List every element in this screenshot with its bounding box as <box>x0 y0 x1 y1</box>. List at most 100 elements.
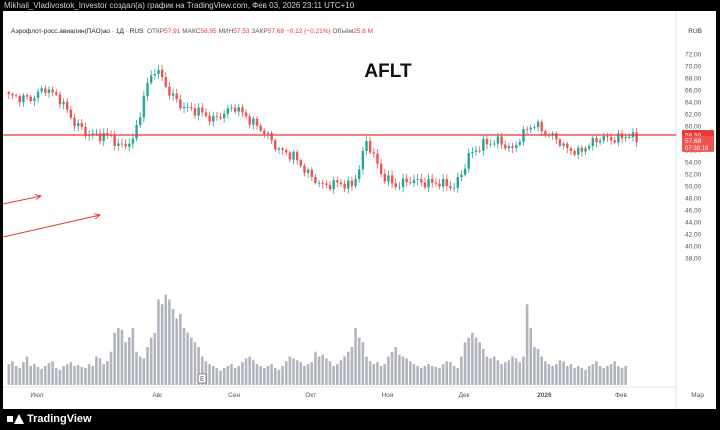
candle-body <box>401 178 405 188</box>
volume-bar <box>387 356 390 385</box>
candle-body <box>73 117 76 127</box>
price-axis[interactable]: 38,00 40,00 42,00 44,00 46,00 48,00 50,00 52,00… <box>685 52 702 263</box>
candle-body <box>95 133 98 135</box>
candle-body <box>230 107 233 109</box>
candle-body <box>416 179 419 180</box>
tradingview-logo-icon <box>7 414 24 424</box>
volume-bar <box>171 309 175 385</box>
candle-body <box>332 180 335 190</box>
candle-body <box>368 141 372 153</box>
volume-bar <box>310 362 314 385</box>
countdown-text: 07:38:19 <box>685 146 709 152</box>
candle-body <box>295 151 299 161</box>
volume-bar <box>160 304 164 385</box>
trend-arrow-head <box>35 194 43 201</box>
candle-body <box>507 146 511 149</box>
volume-bar <box>131 328 135 385</box>
volume-bar <box>127 337 131 385</box>
volume-bar <box>551 366 554 385</box>
candle-body <box>555 133 558 140</box>
volume-bar <box>587 366 591 385</box>
y-tick-label: 42,00 <box>685 232 702 239</box>
volume-bar <box>357 337 361 385</box>
candle-body <box>157 69 160 75</box>
volume-bar <box>54 367 58 385</box>
volume-bar <box>62 366 65 385</box>
volume-bar <box>295 360 299 385</box>
volume-bar <box>11 361 14 385</box>
volume-bar <box>36 366 40 385</box>
last-price-tag <box>682 135 714 152</box>
candle-body <box>536 121 540 128</box>
volume-bar <box>241 362 244 385</box>
volume-bar <box>80 366 84 385</box>
currency-label[interactable]: RUB <box>688 28 702 35</box>
candle-body <box>146 82 149 97</box>
volume-bar <box>401 356 405 385</box>
candle-body <box>149 75 153 83</box>
legend-high-label: МАКС <box>182 28 201 35</box>
time-axis[interactable]: Июл Авг Сен Окт Ноя Дек 2026 Фев Мар <box>30 392 704 399</box>
volume-bar <box>87 364 91 385</box>
candle-body <box>617 133 620 143</box>
volume-bar <box>398 354 401 385</box>
volume-bar <box>193 342 197 385</box>
volume-bar <box>376 362 379 385</box>
volume-bar <box>328 361 332 385</box>
candle-body <box>241 107 244 113</box>
volume-bar <box>365 356 368 385</box>
volume-bar <box>482 348 485 385</box>
volume-bar <box>412 364 416 385</box>
candle-body <box>11 93 14 96</box>
volume-bar <box>423 366 427 385</box>
candle-body <box>445 179 449 187</box>
candle-body <box>197 107 200 116</box>
candle-body <box>427 178 430 188</box>
volume-bar <box>292 358 295 385</box>
volume-bar <box>266 366 270 385</box>
candle-body <box>478 150 481 152</box>
volume-bar <box>303 366 306 385</box>
candle-body <box>566 143 569 149</box>
legend-symbol[interactable]: Аэрофлот-росс.авиалин(ПАО)ао · 1Д · RUS <box>11 28 144 35</box>
volume-bar <box>109 351 113 385</box>
volume-bar <box>492 356 496 385</box>
candle-body <box>55 92 58 95</box>
candle-body <box>398 187 401 188</box>
footer-brand[interactable]: TradingView <box>7 410 92 428</box>
volume-bar <box>149 337 153 385</box>
candle-body <box>394 183 397 188</box>
volume-bar <box>613 361 616 385</box>
tradingview-brand-text: TradingView <box>27 413 92 425</box>
price-chart[interactable]: 38,00 40,00 42,00 44,00 46,00 48,00 50,00 52,00… <box>3 11 716 409</box>
candle-body <box>328 184 332 190</box>
trend-arrow-line <box>3 195 42 205</box>
candle-body <box>113 135 116 146</box>
volume-bar <box>157 299 160 385</box>
candle-body <box>76 123 80 127</box>
volume-bar <box>456 367 460 385</box>
chart-panel[interactable]: 38,00 40,00 42,00 44,00 46,00 48,00 50,00 52,00… <box>3 11 716 409</box>
legend-low: 57,53 <box>233 28 250 35</box>
volume-bar <box>383 364 387 385</box>
candle-body <box>47 89 51 93</box>
candle-body <box>106 132 109 135</box>
candle-body <box>405 178 408 183</box>
y-tick-label: 70,00 <box>685 64 702 71</box>
volume-bar <box>485 356 489 385</box>
candle-body <box>288 152 292 160</box>
volume-bar <box>409 361 412 385</box>
candle-body <box>33 98 36 102</box>
volume-bar <box>580 367 584 385</box>
candle-body <box>182 107 186 109</box>
candle-body <box>175 93 178 100</box>
x-tick-label: Сен <box>228 392 240 399</box>
volume-bar <box>595 361 598 385</box>
volume-bar <box>277 369 281 385</box>
candle-body <box>434 182 438 184</box>
volume-bar <box>179 313 182 385</box>
candle-body <box>168 86 171 96</box>
volume-bar <box>255 364 259 385</box>
volume-bar <box>525 304 529 385</box>
